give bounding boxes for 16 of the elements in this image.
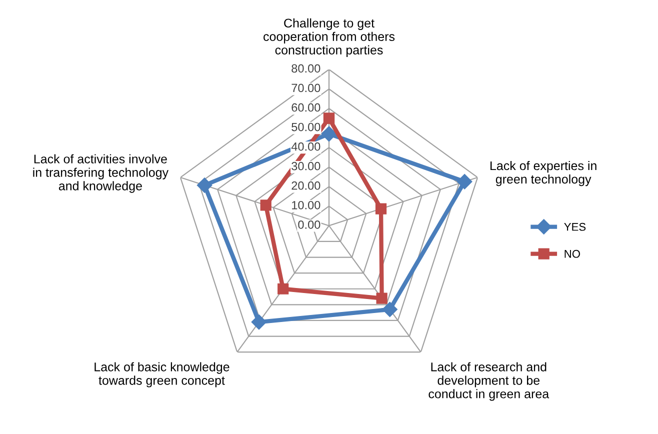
- y-tick-label: 20.00: [292, 181, 320, 190]
- y-tick-label: 40.00: [291, 142, 320, 151]
- spoke-label: Challenge to get cooperation from others construction parties: [264, 18, 395, 57]
- y-tick-label: 70.00: [292, 84, 320, 92]
- y-tick-label: 60.00: [292, 103, 320, 112]
- y-tick-label: 0.00: [298, 220, 320, 229]
- spoke-label: Lack of basic knowledge towards green concept: [94, 362, 230, 388]
- legend-label: NO: [564, 250, 580, 258]
- y-tick-label: 80.00: [292, 64, 320, 73]
- y-tick-label: 10.00: [292, 200, 320, 210]
- y-tick-label: 50.00: [292, 122, 320, 132]
- spoke-label: Lack of research and development to be conduct in green area: [428, 362, 550, 401]
- spoke-label: Lack of activities involve in transfering technology and knowledge: [33, 154, 169, 193]
- y-tick-label: 30.00: [292, 162, 320, 170]
- legend-label: YES: [564, 222, 586, 231]
- spoke-label: Lack of experties in green technology: [490, 160, 596, 186]
